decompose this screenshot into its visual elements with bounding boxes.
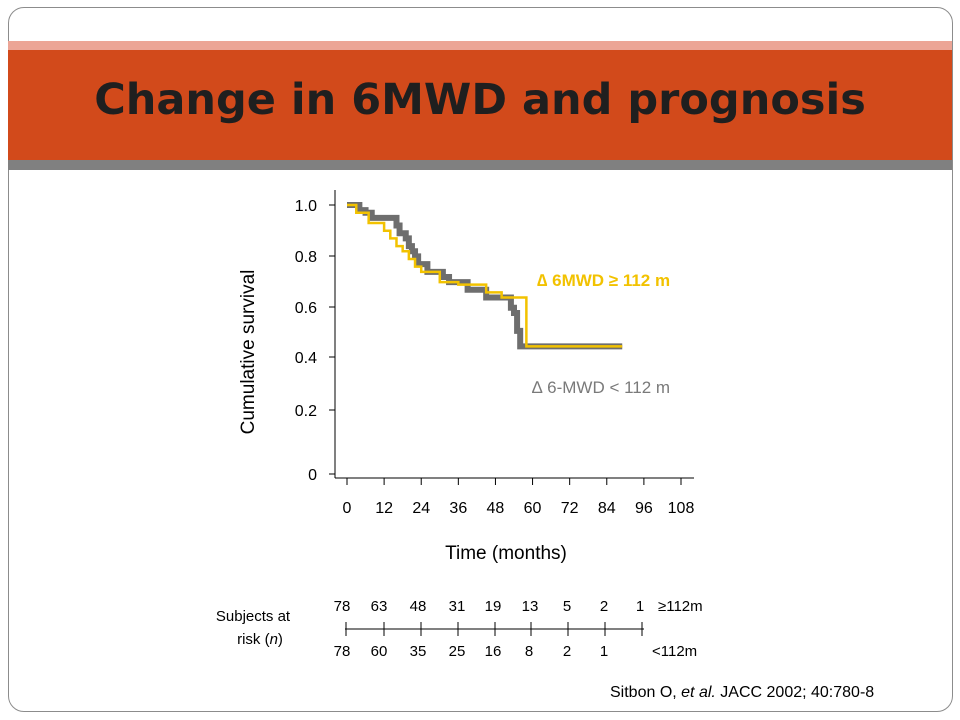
x-tick-label: 72 bbox=[561, 500, 579, 517]
title-banner bbox=[8, 50, 952, 160]
series-label-high: ∆ 6MWD ≥ 112 m bbox=[537, 271, 670, 290]
x-tick-label: 96 bbox=[635, 500, 653, 517]
y-tick-label: 1.0 bbox=[295, 198, 317, 215]
x-tick-label: 12 bbox=[375, 500, 393, 517]
risk-row-high-label: ≥112m bbox=[658, 598, 703, 615]
risk-count: 60 bbox=[371, 643, 388, 660]
slide-title: Change in 6MWD and prognosis bbox=[94, 75, 866, 125]
risk-table-label-line1: Subjects at bbox=[216, 608, 291, 625]
series-label-low: ∆ 6-MWD < 112 m bbox=[532, 378, 670, 397]
risk-count: 31 bbox=[449, 598, 466, 615]
chart-axes bbox=[334, 190, 694, 479]
risk-count: 48 bbox=[410, 598, 427, 615]
x-tick-label: 108 bbox=[668, 500, 695, 517]
x-tick-label: 84 bbox=[598, 500, 616, 517]
risk-count: 5 bbox=[563, 598, 571, 615]
y-tick-label: 0.2 bbox=[295, 403, 317, 420]
risk-table-ticks bbox=[345, 622, 643, 636]
citation: Sitbon O, et al. JACC 2002; 40:780-8 bbox=[610, 684, 875, 701]
y-axis-label: Cumulative survival bbox=[238, 270, 259, 435]
risk-row-high: 78 63 48 31 19 13 5 2 1 bbox=[334, 598, 645, 615]
risk-count: 25 bbox=[449, 643, 466, 660]
x-tick-label: 60 bbox=[524, 500, 542, 517]
y-tick-label: 0.4 bbox=[295, 350, 317, 367]
risk-count: 19 bbox=[485, 598, 502, 615]
risk-count: 16 bbox=[485, 643, 502, 660]
y-tick-label: 0.8 bbox=[295, 249, 317, 266]
y-tick-label: 0 bbox=[308, 467, 317, 484]
x-tick-label: 0 bbox=[343, 500, 352, 517]
risk-count: 13 bbox=[522, 598, 539, 615]
risk-count: 63 bbox=[371, 598, 388, 615]
x-axis-ticks: 0 12 24 36 48 60 72 84 96 108 bbox=[343, 478, 695, 517]
risk-count: 78 bbox=[334, 598, 351, 615]
risk-count: 78 bbox=[334, 643, 351, 660]
x-axis-label: Time (months) bbox=[445, 543, 567, 564]
header-accent-bar bbox=[8, 41, 952, 50]
risk-count: 1 bbox=[600, 643, 608, 660]
risk-table: Subjects at risk (n) 78 63 48 31 19 13 5 2 1 78 6… bbox=[216, 598, 703, 660]
survival-curves bbox=[347, 202, 623, 350]
y-tick-label: 0.6 bbox=[295, 300, 317, 317]
survival-curve-high bbox=[347, 203, 623, 348]
x-tick-label: 48 bbox=[487, 500, 505, 517]
x-tick-label: 36 bbox=[449, 500, 467, 517]
risk-count: 1 bbox=[636, 598, 644, 615]
risk-row-low-label: <112m bbox=[652, 643, 697, 660]
x-tick-label: 24 bbox=[412, 500, 430, 517]
risk-count: 35 bbox=[410, 643, 427, 660]
header-divider-bar bbox=[8, 160, 952, 170]
risk-count: 8 bbox=[525, 643, 533, 660]
risk-count: 2 bbox=[600, 598, 608, 615]
risk-row-low: 78 60 35 25 16 8 2 1 bbox=[334, 643, 609, 660]
survival-curve-low bbox=[347, 202, 623, 350]
y-axis-ticks: 0 0.2 0.4 0.6 0.8 1.0 bbox=[295, 198, 335, 484]
risk-count: 2 bbox=[563, 643, 571, 660]
risk-table-label-line2: risk (n) bbox=[237, 631, 283, 648]
